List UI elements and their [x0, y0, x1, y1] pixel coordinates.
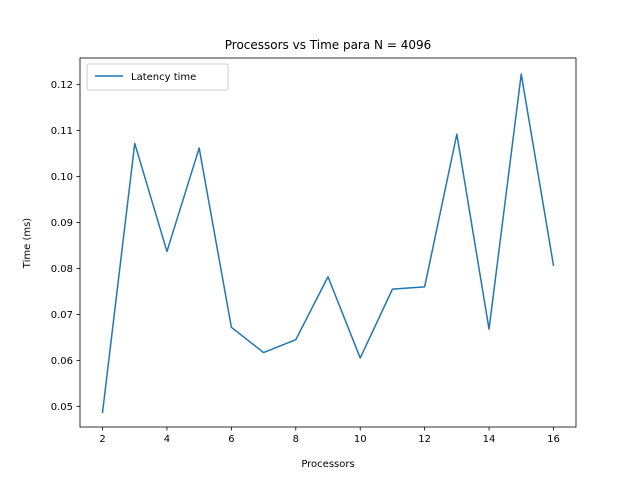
x-tick-label: 12 — [418, 434, 431, 445]
x-tick-label: 16 — [547, 434, 560, 445]
y-tick-label: 0.08 — [51, 264, 73, 275]
y-tick-label: 0.12 — [51, 80, 73, 91]
axes-frame — [79, 57, 577, 428]
y-tick-label: 0.07 — [51, 310, 73, 321]
y-tick-label: 0.06 — [51, 356, 73, 367]
x-tick-label: 10 — [354, 434, 367, 445]
y-axis-label: Time (ms) — [22, 218, 33, 270]
x-tick-label: 2 — [99, 434, 105, 445]
legend: Latency time — [86, 63, 229, 91]
y-tick-label: 0.10 — [51, 172, 73, 183]
legend-label-latency: Latency time — [131, 72, 196, 83]
y-tick-label: 0.05 — [51, 402, 73, 413]
x-tick-label: 6 — [228, 434, 234, 445]
x-tick-label: 4 — [164, 434, 170, 445]
x-tick-label: 8 — [293, 434, 299, 445]
y-tick-label: 0.09 — [51, 218, 73, 229]
x-axis-label: Processors — [301, 459, 354, 470]
legend-box — [86, 63, 229, 91]
chart-title: Processors vs Time para N = 4096 — [225, 38, 431, 52]
series-line-0 — [101, 73, 555, 414]
plot-area: 2 4 6 8 10 12 14 16 0.05 0.06 0.07 0.08 0.09 0.10 0.11… — [51, 57, 577, 445]
y-tick-label: 0.11 — [51, 126, 73, 137]
x-tick-label: 14 — [483, 434, 496, 445]
